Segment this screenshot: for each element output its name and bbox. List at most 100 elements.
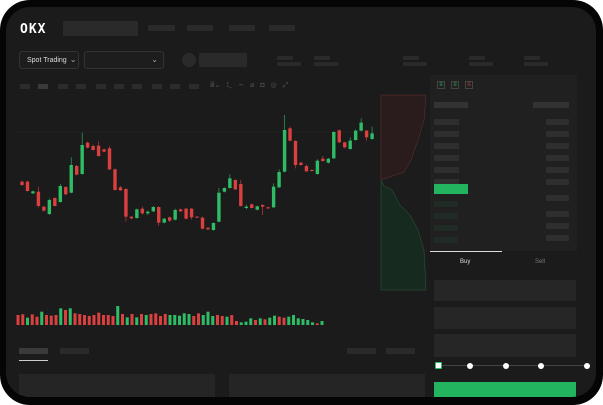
- candle[interactable]: [91, 144, 95, 151]
- amount-input[interactable]: [434, 307, 576, 329]
- candle[interactable]: [293, 140, 298, 169]
- total-input[interactable]: [434, 334, 576, 357]
- candle[interactable]: [206, 227, 210, 230]
- candle[interactable]: [239, 180, 243, 207]
- candle[interactable]: [146, 210, 150, 215]
- candle[interactable]: [315, 159, 320, 175]
- bottom-action[interactable]: [386, 348, 415, 354]
- nav-item[interactable]: [229, 25, 255, 31]
- candle[interactable]: [42, 206, 46, 212]
- candle[interactable]: [348, 137, 352, 150]
- candle[interactable]: [304, 164, 309, 172]
- slider-mark-75[interactable]: [538, 363, 544, 369]
- candle[interactable]: [200, 216, 205, 230]
- orderbook-asks-icon[interactable]: ≡: [465, 81, 473, 89]
- timeframe-button[interactable]: [58, 84, 68, 89]
- settings-icon[interactable]: ◎: [270, 82, 277, 89]
- candle[interactable]: [178, 208, 183, 212]
- bottom-tab[interactable]: [60, 348, 89, 354]
- candle[interactable]: [53, 197, 57, 207]
- candle[interactable]: [162, 218, 166, 224]
- candlestick-chart[interactable]: [6, 7, 596, 397]
- timeframe-button[interactable]: [76, 84, 86, 89]
- tab-buy[interactable]: Buy: [460, 259, 471, 265]
- candle[interactable]: [140, 206, 145, 215]
- nav-item[interactable]: [148, 25, 175, 31]
- candle[interactable]: [20, 180, 24, 186]
- candle[interactable]: [260, 204, 265, 215]
- candle[interactable]: [353, 129, 358, 141]
- fullscreen-icon[interactable]: ⤢: [282, 82, 289, 89]
- price-input[interactable]: [434, 280, 576, 301]
- candle[interactable]: [102, 148, 106, 153]
- ruler-icon[interactable]: ⌀: [250, 82, 255, 89]
- candle[interactable]: [222, 187, 227, 193]
- candle[interactable]: [135, 208, 139, 219]
- okx-logo[interactable]: OKX: [20, 22, 47, 37]
- candle[interactable]: [189, 208, 194, 220]
- candle[interactable]: [277, 169, 281, 188]
- candle[interactable]: [75, 165, 79, 176]
- candle[interactable]: [359, 118, 363, 132]
- candle[interactable]: [58, 184, 62, 203]
- slider-mark-25[interactable]: [467, 363, 473, 369]
- candle[interactable]: [195, 216, 199, 218]
- candle[interactable]: [107, 146, 112, 170]
- timeframe-button[interactable]: [96, 84, 106, 89]
- candle[interactable]: [151, 206, 155, 212]
- search-placeholder[interactable]: [63, 21, 138, 36]
- timeframe-button[interactable]: [189, 84, 199, 89]
- candle[interactable]: [321, 156, 325, 162]
- candle[interactable]: [113, 168, 117, 191]
- timeframe-button[interactable]: [38, 84, 48, 89]
- tab-sell[interactable]: Sell: [535, 259, 546, 265]
- candle[interactable]: [173, 208, 177, 221]
- candle[interactable]: [217, 188, 221, 223]
- candle[interactable]: [118, 186, 123, 191]
- drawing-icon[interactable]: ⟟⌄: [226, 82, 233, 89]
- amount-slider-handle[interactable]: [435, 362, 442, 369]
- candle[interactable]: [167, 216, 172, 222]
- candle[interactable]: [332, 131, 336, 159]
- trading-mode-dropdown[interactable]: Spot Trading ⌄: [19, 51, 79, 69]
- bottom-action[interactable]: [347, 348, 376, 354]
- amount-slider-track[interactable]: [438, 365, 588, 366]
- candle[interactable]: [343, 141, 347, 149]
- candle[interactable]: [228, 174, 232, 189]
- buy-submit-button[interactable]: [434, 382, 576, 397]
- candle[interactable]: [337, 129, 341, 143]
- candle[interactable]: [255, 205, 259, 211]
- candle[interactable]: [31, 190, 35, 194]
- indicator-icon[interactable]: ⅲ⌄: [210, 82, 221, 89]
- timeframe-button[interactable]: [170, 84, 180, 89]
- candle[interactable]: [370, 126, 374, 140]
- bottom-tab-active[interactable]: [19, 348, 48, 354]
- candle[interactable]: [96, 141, 101, 157]
- candle[interactable]: [69, 157, 73, 194]
- candle[interactable]: [244, 204, 248, 210]
- timeframe-button[interactable]: [132, 84, 142, 89]
- orderbook-both-icon[interactable]: ≡: [437, 81, 445, 89]
- candle[interactable]: [250, 203, 254, 209]
- candle[interactable]: [184, 208, 188, 220]
- nav-item[interactable]: [269, 25, 295, 31]
- candle[interactable]: [129, 216, 134, 220]
- candle[interactable]: [25, 180, 30, 192]
- candle[interactable]: [326, 158, 331, 164]
- candle[interactable]: [36, 186, 41, 208]
- nav-item[interactable]: [187, 25, 213, 31]
- candle[interactable]: [47, 198, 52, 215]
- candle[interactable]: [271, 183, 276, 208]
- pair-selector-dropdown[interactable]: ⌄: [84, 51, 164, 69]
- candle[interactable]: [282, 115, 287, 173]
- candle[interactable]: [211, 222, 216, 231]
- candle[interactable]: [364, 130, 369, 141]
- slider-mark-100[interactable]: [584, 363, 590, 369]
- candle[interactable]: [288, 126, 292, 142]
- candle[interactable]: [124, 188, 128, 222]
- candle[interactable]: [157, 206, 161, 226]
- line-icon[interactable]: ∼: [238, 82, 245, 89]
- camera-icon[interactable]: ◘: [260, 82, 265, 89]
- candle[interactable]: [80, 132, 84, 175]
- timeframe-button[interactable]: [152, 84, 162, 89]
